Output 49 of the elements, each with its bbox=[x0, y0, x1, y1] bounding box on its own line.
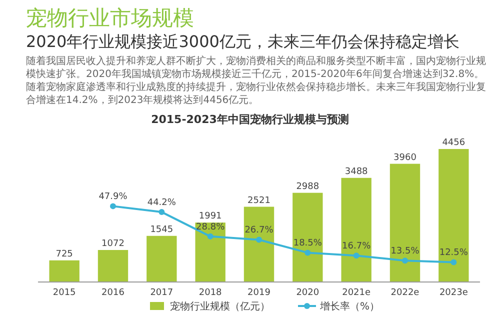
data-label: 16.7% bbox=[342, 242, 372, 252]
chart-subtitle: 2020年行业规模接近3000亿元，未来三年仍会保持稳定增长 bbox=[26, 32, 460, 53]
point bbox=[450, 259, 457, 266]
data-label: 47.9% bbox=[98, 192, 128, 202]
data-label: 28.8% bbox=[196, 222, 226, 232]
point bbox=[256, 236, 262, 243]
data-label: 18.5% bbox=[293, 238, 322, 249]
bar bbox=[244, 206, 274, 282]
data-label: 44.2% bbox=[147, 198, 176, 208]
point bbox=[353, 252, 360, 259]
x-tick-label: 2015 bbox=[52, 288, 76, 298]
point bbox=[402, 258, 408, 264]
data-label: 4456 bbox=[442, 138, 466, 148]
data-label: 3960 bbox=[394, 152, 417, 163]
bar bbox=[341, 178, 372, 282]
data-label: 1545 bbox=[150, 224, 174, 235]
data-label: 13.5% bbox=[390, 246, 420, 257]
data-label: 12.5% bbox=[439, 248, 468, 258]
legend-label: 增长率（%） bbox=[319, 300, 380, 312]
bar bbox=[438, 149, 469, 282]
x-tick-label: 2019 bbox=[248, 288, 271, 298]
data-label: 3488 bbox=[344, 166, 368, 177]
x-tick-label: 2022e bbox=[390, 288, 420, 298]
x-tick-label: 2020 bbox=[296, 288, 320, 298]
point bbox=[207, 233, 214, 240]
data-label: 725 bbox=[56, 249, 73, 260]
x-tick-label: 2018 bbox=[198, 288, 222, 298]
data-label: 2521 bbox=[248, 196, 270, 206]
bar bbox=[98, 250, 128, 282]
chart-title: 宠物行业市场规模 bbox=[26, 5, 194, 32]
x-tick-label: 2023e bbox=[439, 288, 468, 298]
bar bbox=[292, 192, 323, 282]
x-tick-label: 2021e bbox=[342, 288, 372, 298]
bar bbox=[195, 222, 226, 282]
legend-label: 宠物行业规模（亿元） bbox=[170, 300, 270, 312]
data-label: 2988 bbox=[296, 182, 320, 192]
bar bbox=[390, 164, 420, 282]
data-label: 1991 bbox=[198, 212, 222, 222]
point bbox=[158, 209, 165, 216]
text: 2015-2023年中国宠物行业规模与预测 bbox=[151, 113, 349, 126]
x-tick-label: 2016 bbox=[102, 288, 125, 298]
x-tick-label: 2017 bbox=[150, 288, 174, 298]
data-label: 1072 bbox=[102, 239, 124, 250]
data-label: 26.7% bbox=[244, 226, 274, 236]
bar bbox=[49, 260, 80, 282]
text: 随着我国居民收入提升和养宠人群不断扩大，宠物消费相关的商品和服务类型不断丰富，国内宠物行业规模快速扩张。2020年我国城镇宠物市场规模接近三千亿元，2015-2020年6年间复合增速达到32.8%。随着宠物家庭渗透率和行业成熟度的持续提升，宠物行业依然会保持稳步增长。未来三年我国宠物行业复合增速在14.2%，到2023年规模将达到4456亿元。 bbox=[26, 55, 486, 107]
point bbox=[304, 250, 311, 256]
point bbox=[110, 203, 116, 210]
bar bbox=[146, 236, 177, 282]
